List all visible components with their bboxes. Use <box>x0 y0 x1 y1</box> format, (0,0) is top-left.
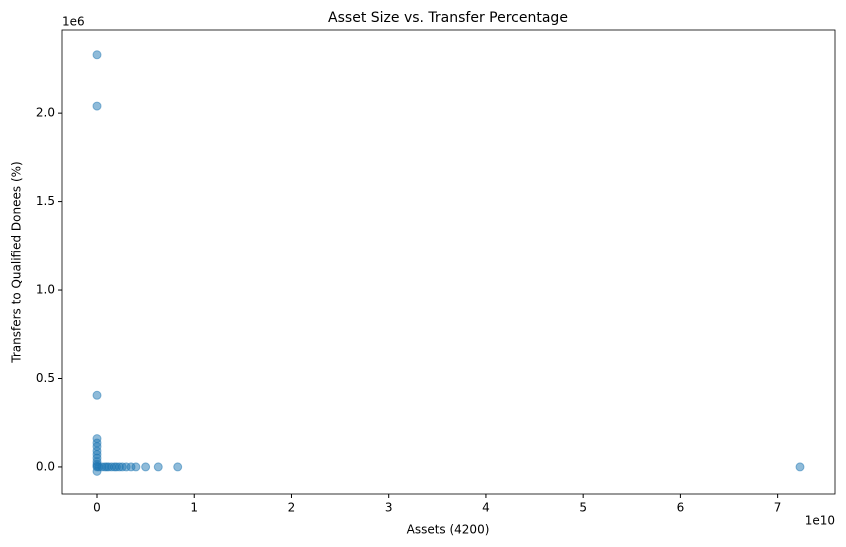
y-tick-label: 1.0 <box>36 283 55 297</box>
chart-title: Asset Size vs. Transfer Percentage <box>328 10 568 26</box>
point <box>92 390 102 400</box>
x-tick-label: 2 <box>288 501 296 515</box>
point <box>92 101 102 111</box>
point <box>795 462 805 472</box>
x-offset-label: 1e10 <box>805 514 835 528</box>
point <box>92 50 102 60</box>
y-tick-label: 0.5 <box>36 371 55 385</box>
y-axis-label: Transfers to Qualified Donees (%) <box>10 161 24 363</box>
x-axis-label: Assets (4200) <box>407 523 490 537</box>
point <box>141 462 151 472</box>
x-tick-label: 0 <box>93 501 101 515</box>
x-tick-label: 6 <box>677 501 685 515</box>
y-offset-label: 1e6 <box>62 15 85 29</box>
y-tick-label: 1.5 <box>36 194 55 208</box>
y-tick-label: 0.0 <box>36 459 55 473</box>
point <box>131 462 141 472</box>
x-tick-label: 7 <box>774 501 782 515</box>
point <box>173 462 183 472</box>
x-tick-label: 4 <box>482 501 490 515</box>
x-tick-label: 1 <box>190 501 198 515</box>
y-tick-label: 2.0 <box>36 106 55 120</box>
x-tick-label: 3 <box>385 501 393 515</box>
plot-frame <box>61 29 836 495</box>
x-tick-label: 5 <box>579 501 587 515</box>
point <box>153 462 163 472</box>
